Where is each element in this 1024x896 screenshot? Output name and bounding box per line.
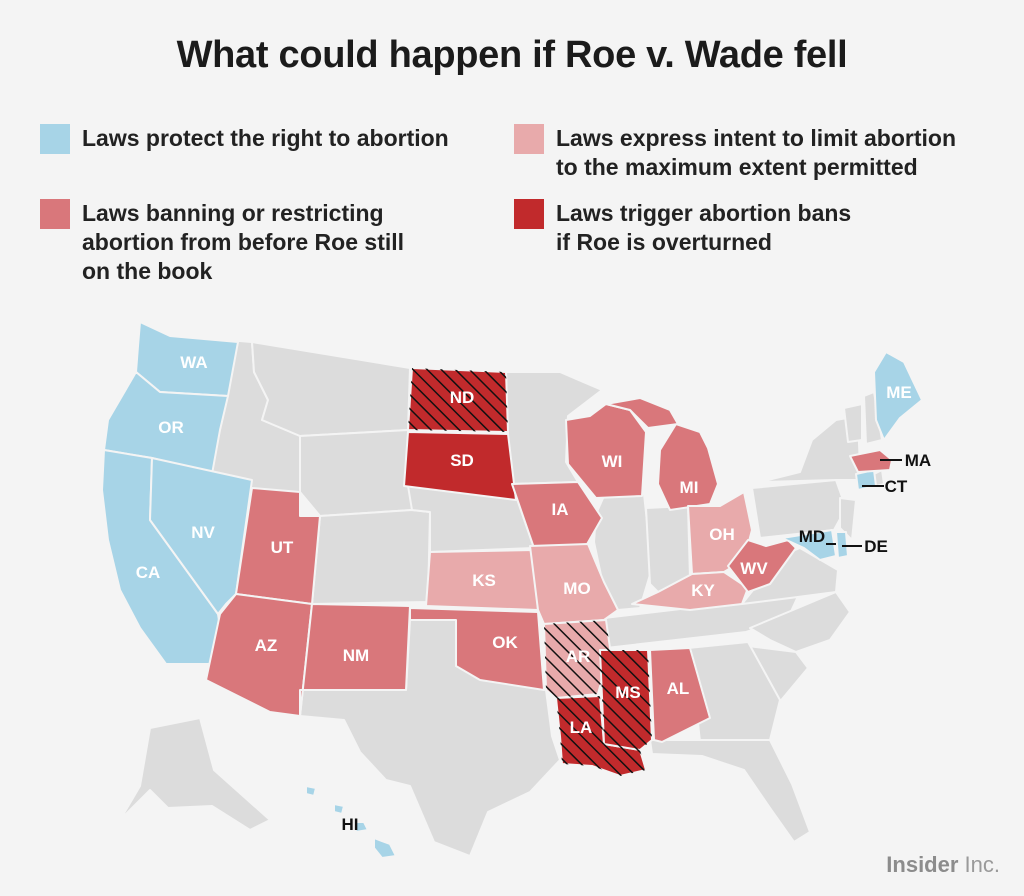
label-nv: NV (191, 523, 215, 542)
label-ca: CA (136, 563, 161, 582)
label-az: AZ (255, 636, 278, 655)
state-shape-sd (403, 431, 517, 501)
legend-item-restrict-pre-roe: Laws banning or restricting abortion fro… (40, 199, 404, 286)
hatch-overlays (408, 368, 652, 776)
label-al: AL (667, 679, 690, 698)
state-nj (839, 497, 857, 541)
state-co (311, 509, 431, 605)
hatch-ar (544, 620, 610, 698)
map-title: What could happen if Roe v. Wade fell (176, 34, 848, 76)
state-shape-ky (631, 571, 749, 611)
label-ky: KY (691, 581, 715, 600)
label-or: OR (158, 418, 184, 437)
label-ar: AR (566, 647, 591, 666)
legend-label-protect: Laws protect the right to abortion (82, 125, 449, 151)
legend-label-restrict-pre-roe: Laws banning or restricting abortion fro… (82, 200, 405, 284)
label-ks: KS (472, 571, 496, 590)
hatch-ms (600, 650, 652, 750)
state-shape-mi (657, 423, 719, 511)
label-ia: IA (552, 500, 569, 519)
state-vt (843, 403, 863, 443)
hatch-nd (408, 368, 508, 432)
label-mi: MI (680, 478, 699, 497)
legend-swatch-intent-limit (514, 124, 544, 154)
state-shape-al (649, 647, 711, 743)
state-shape-hi-1 (373, 837, 397, 859)
label-la: LA (570, 718, 593, 737)
label-nd: ND (450, 388, 475, 407)
state-shape-hi-4 (305, 785, 317, 797)
label-wa: WA (180, 353, 207, 372)
legend-item-protect: Laws protect the right to abortion (40, 124, 449, 154)
state-shape-nv (149, 457, 253, 615)
state-shape-hi-3 (333, 803, 345, 815)
state-shape-ok (409, 607, 545, 691)
label-wv: WV (740, 559, 768, 578)
label-ct: CT (885, 477, 908, 496)
credit-brand: Insider (886, 852, 959, 877)
state-shape-wi (565, 403, 647, 499)
credit-suffix: Inc. (958, 852, 1000, 877)
label-ma: MA (905, 451, 931, 470)
label-mo: MO (563, 579, 590, 598)
legend-item-trigger: Laws trigger abortion bans if Roe is ove… (514, 199, 851, 257)
label-ut: UT (271, 538, 294, 557)
legend-label-intent-limit: Laws express intent to limit abortion to… (556, 125, 957, 180)
state-shape-wv (727, 539, 797, 593)
label-ok: OK (492, 633, 518, 652)
state-wy (299, 429, 413, 517)
state-shape-az (205, 593, 313, 717)
state-fl (649, 739, 811, 843)
state-mt (251, 341, 411, 437)
state-shape-hi-2 (353, 821, 369, 833)
legend-label-trigger: Laws trigger abortion bans if Roe is ove… (556, 200, 852, 255)
legend-swatch-protect (40, 124, 70, 154)
label-nm: NM (343, 646, 369, 665)
state-shape-mo (529, 543, 619, 625)
state-shape-mi-up (605, 397, 679, 429)
publisher-credit: Insider Inc. (886, 852, 1000, 878)
state-shape-ia (511, 481, 603, 549)
legend-swatch-trigger (514, 199, 544, 229)
hatch-la (556, 696, 646, 776)
callout-lines (826, 459, 902, 547)
legend-item-intent-limit: Laws express intent to limit abortion to… (514, 124, 956, 182)
state-shape-nm (299, 603, 411, 717)
label-ms: MS (615, 683, 641, 702)
state-shape-ma (849, 449, 893, 473)
state-ak (119, 717, 271, 831)
label-sd: SD (450, 451, 474, 470)
state-labels: WA OR CA NV UT AZ NM ND SD KS OK IA MO A… (136, 353, 932, 834)
label-md: MD (799, 527, 825, 546)
label-hi: HI (342, 815, 359, 834)
state-shape-md (781, 529, 837, 561)
label-wi: WI (602, 452, 623, 471)
label-oh: OH (709, 525, 735, 544)
state-nh (863, 391, 883, 445)
legend-swatch-restrict-pre-roe (40, 199, 70, 229)
state-shape-me (873, 351, 923, 441)
label-me: ME (886, 383, 912, 402)
label-de: DE (864, 537, 888, 556)
